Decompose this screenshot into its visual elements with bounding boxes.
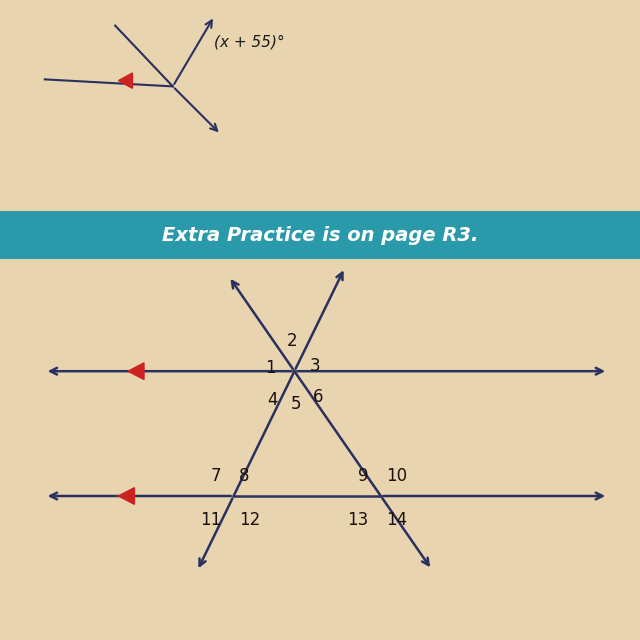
Polygon shape: [118, 73, 132, 88]
Text: 5: 5: [291, 395, 301, 413]
Text: 2: 2: [287, 332, 298, 350]
Text: (x + 55)°: (x + 55)°: [214, 34, 285, 49]
Text: 4: 4: [267, 391, 278, 409]
Text: 11: 11: [200, 511, 221, 529]
Text: Extra Practice is on page R3.: Extra Practice is on page R3.: [162, 226, 478, 244]
Polygon shape: [118, 488, 134, 504]
Text: 6: 6: [313, 388, 323, 406]
Text: 8: 8: [239, 467, 250, 484]
Text: 13: 13: [347, 511, 368, 529]
Text: 1: 1: [266, 360, 276, 378]
Text: 7: 7: [211, 467, 221, 484]
Text: 12: 12: [239, 511, 260, 529]
Text: 10: 10: [387, 467, 408, 484]
Text: 14: 14: [387, 511, 408, 529]
Text: 3: 3: [310, 356, 321, 374]
Polygon shape: [128, 363, 144, 380]
Text: 9: 9: [358, 467, 368, 484]
FancyBboxPatch shape: [0, 211, 640, 259]
